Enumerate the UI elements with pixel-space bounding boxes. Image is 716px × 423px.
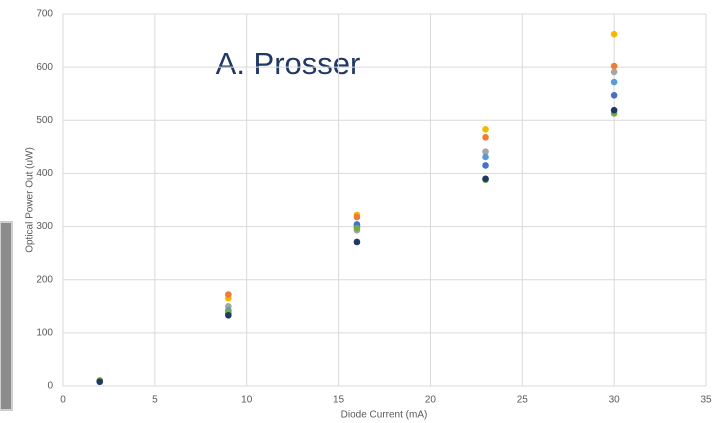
point: [482, 134, 489, 141]
x-tick-label: 35: [700, 395, 712, 406]
x-tick-label: 15: [333, 395, 345, 406]
x-tick-label: 10: [241, 395, 253, 406]
point: [482, 126, 489, 133]
x-tick-label: 0: [60, 395, 66, 406]
point: [611, 92, 618, 99]
point: [611, 107, 618, 114]
y-tick-label: 600: [36, 62, 53, 73]
point: [354, 225, 361, 232]
point: [225, 291, 232, 298]
point: [225, 312, 232, 319]
point: [96, 378, 103, 385]
y-tick-label: 700: [36, 9, 53, 20]
y-tick-label: 0: [47, 381, 53, 392]
x-tick-label: 20: [425, 395, 437, 406]
x-tick-label: 25: [517, 395, 529, 406]
y-tick-label: 300: [36, 221, 53, 232]
point: [482, 175, 489, 182]
y-axis-label: Optical Power Out (uW): [25, 147, 36, 253]
y-tick-label: 100: [36, 327, 53, 338]
page: {"chart_data": {"type": "scatter", "anno…: [0, 0, 716, 423]
point: [482, 162, 489, 169]
point: [354, 214, 361, 221]
point: [354, 239, 361, 246]
point: [611, 79, 618, 86]
y-tick-label: 500: [36, 115, 53, 126]
x-tick-label: 5: [152, 395, 158, 406]
point: [611, 63, 618, 70]
point: [482, 154, 489, 161]
y-tick-label: 400: [36, 168, 53, 179]
side-image: [0, 222, 12, 410]
y-tick-label: 200: [36, 274, 53, 285]
point: [611, 69, 618, 76]
point: [611, 31, 618, 38]
chart: A. Prosser Diode Current (mA) Optical Po…: [0, 0, 716, 423]
x-axis-label: Diode Current (mA): [341, 410, 428, 421]
x-tick-label: 30: [609, 395, 621, 406]
